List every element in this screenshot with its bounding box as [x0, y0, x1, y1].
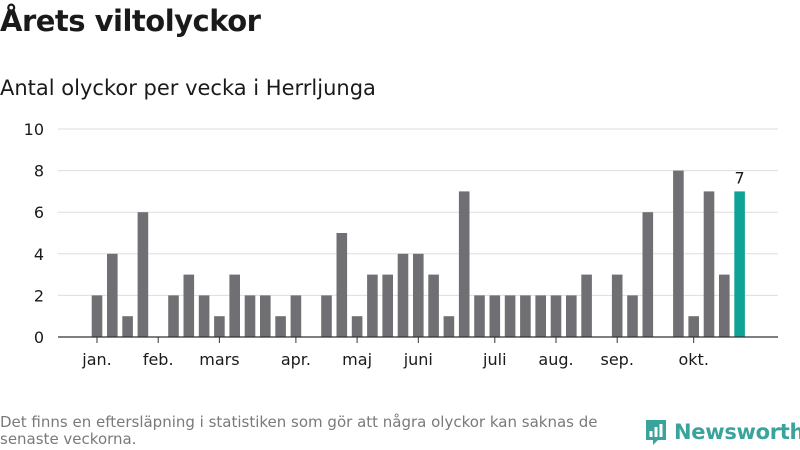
- bar: [321, 295, 332, 337]
- bar: [673, 170, 684, 337]
- x-tick-label: apr.: [281, 350, 311, 369]
- bar: [229, 274, 240, 337]
- bar: [535, 295, 546, 337]
- bar: [627, 295, 638, 337]
- bar: [275, 316, 286, 337]
- bar: [688, 316, 699, 337]
- bars: [91, 170, 745, 337]
- x-tick-label: maj: [342, 350, 372, 369]
- chart-subtitle: Antal olyckor per vecka i Herrljunga: [0, 76, 376, 100]
- bar: [107, 253, 118, 337]
- bar: [504, 295, 516, 337]
- bar: [642, 212, 654, 337]
- x-tick-label: aug.: [538, 350, 573, 369]
- y-tick-label: 0: [34, 328, 44, 347]
- bar: [290, 295, 302, 337]
- bar: [474, 295, 485, 337]
- grid-lines: [58, 128, 778, 296]
- bar: [183, 274, 195, 337]
- bar: [703, 191, 715, 337]
- bar: [336, 233, 348, 337]
- brand-name: Newsworthy: [674, 420, 800, 444]
- y-tick-label: 8: [34, 162, 44, 181]
- x-tick-label: juli: [482, 350, 506, 369]
- latest-week-value-label: 7: [735, 168, 745, 187]
- bar: [520, 295, 531, 337]
- x-tick-label: okt.: [678, 350, 708, 369]
- newsworthy-logo-icon: [646, 420, 666, 445]
- bar: [413, 253, 424, 337]
- x-tick-label: mars: [199, 350, 239, 369]
- weekly-accidents-bar-chart: 0 2 4 6 8 10 jan. feb. mars apr. maj juni juli aug. s…: [24, 120, 778, 369]
- bar: [443, 316, 455, 337]
- x-tick-label: sep.: [600, 350, 633, 369]
- x-tick-label: feb.: [143, 350, 174, 369]
- bar: [351, 316, 363, 337]
- bar: [244, 295, 256, 337]
- annotations: 7: [735, 168, 745, 187]
- bar: [168, 295, 179, 337]
- x-tick-label: jan.: [81, 350, 111, 369]
- bar: [566, 295, 577, 337]
- bar: [137, 212, 149, 337]
- bar: [611, 274, 623, 337]
- footnote: Det finns en eftersläpning i statistiken…: [0, 413, 598, 448]
- bar: [397, 253, 409, 337]
- bar: [719, 274, 730, 337]
- bar: [550, 295, 562, 337]
- chart-title: Årets viltolyckor: [0, 4, 261, 38]
- bar: [214, 316, 225, 337]
- y-axis-tick-labels: 0 2 4 6 8 10: [24, 120, 44, 347]
- bar: [122, 316, 133, 337]
- x-axis: [58, 336, 778, 343]
- y-tick-label: 4: [34, 245, 44, 264]
- bar: [198, 295, 210, 337]
- bar: [260, 295, 271, 337]
- bar: [489, 295, 501, 337]
- bar: [458, 191, 470, 337]
- y-tick-label: 10: [24, 120, 44, 139]
- bar: [581, 274, 592, 337]
- bar-latest-week: [734, 191, 745, 337]
- x-tick-label: juni: [403, 350, 433, 369]
- bar: [382, 274, 393, 337]
- bar: [91, 295, 103, 337]
- newsworthy-brand[interactable]: Newsworthy: [644, 418, 800, 446]
- bar: [428, 274, 439, 337]
- bar: [367, 274, 378, 337]
- y-tick-label: 6: [34, 203, 44, 222]
- y-tick-label: 2: [34, 286, 44, 305]
- x-axis-tick-labels: jan. feb. mars apr. maj juni juli aug. sep. okt.: [81, 350, 709, 369]
